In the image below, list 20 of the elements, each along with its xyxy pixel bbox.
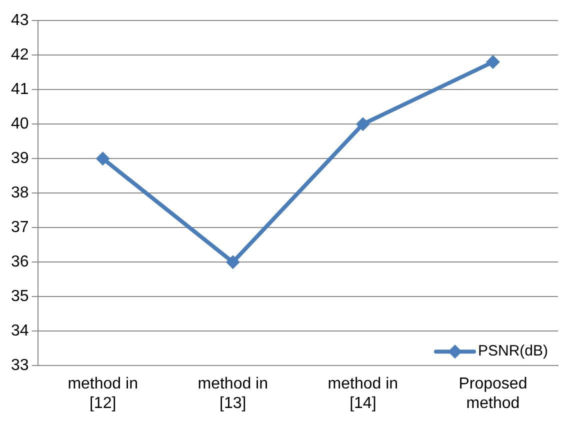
y-tick-label: 39 bbox=[11, 150, 29, 168]
point bbox=[226, 255, 240, 270]
y-tick-label: 43 bbox=[11, 12, 29, 30]
y-tick-label: 33 bbox=[11, 357, 29, 374]
legend-label: PSNR(dB) bbox=[478, 342, 548, 360]
point bbox=[96, 152, 110, 166]
y-tick-label: 35 bbox=[11, 288, 29, 306]
y-tick-label: 37 bbox=[11, 219, 29, 236]
y-tick-label: 40 bbox=[11, 116, 29, 133]
x-tick-label: method in [14] bbox=[328, 376, 398, 412]
y-tick-label: 36 bbox=[11, 254, 29, 271]
x-tick-label: method in [12] bbox=[68, 376, 138, 412]
y-tick-label: 42 bbox=[11, 46, 29, 64]
x-tick-label: Proposed method bbox=[458, 376, 528, 412]
x-tick-label: method in [13] bbox=[198, 376, 268, 412]
y-tick-label: 38 bbox=[11, 184, 29, 202]
point bbox=[356, 117, 370, 132]
point bbox=[486, 55, 500, 69]
y-tick-label: 41 bbox=[11, 81, 29, 98]
y-tick-label: 34 bbox=[11, 322, 29, 340]
